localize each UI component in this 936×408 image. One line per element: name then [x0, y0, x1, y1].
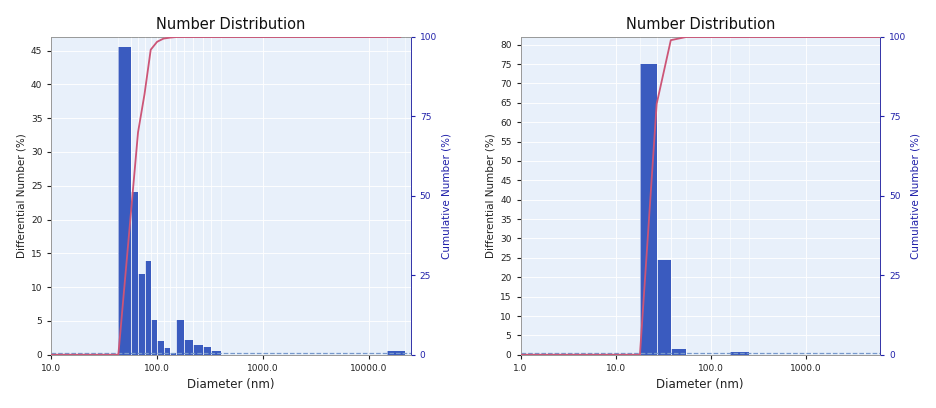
Y-axis label: Differential Number (%): Differential Number (%)	[17, 133, 26, 258]
Y-axis label: Cumulative Number (%): Cumulative Number (%)	[441, 133, 450, 259]
Title: Number Distribution: Number Distribution	[156, 17, 305, 32]
Title: Number Distribution: Number Distribution	[625, 17, 774, 32]
X-axis label: Diameter (nm): Diameter (nm)	[656, 378, 743, 391]
X-axis label: Diameter (nm): Diameter (nm)	[187, 378, 274, 391]
Y-axis label: Differential Number (%): Differential Number (%)	[486, 133, 495, 258]
Y-axis label: Cumulative Number (%): Cumulative Number (%)	[910, 133, 919, 259]
